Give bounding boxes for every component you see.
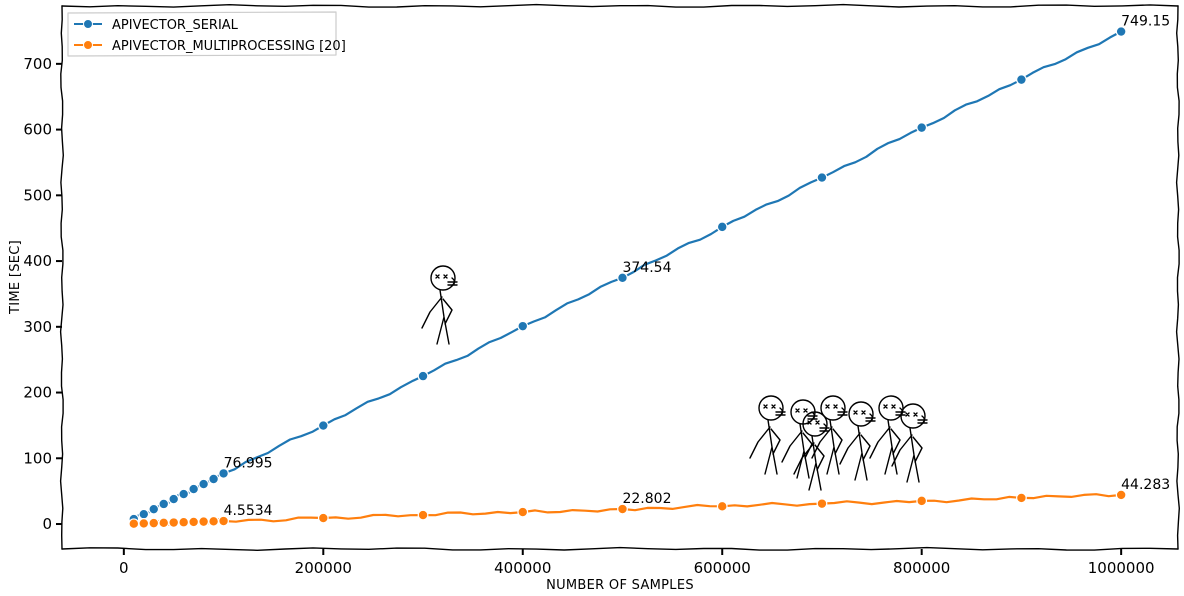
axis-ticks: 0 100 200 300 400 500 600 700 0 200000 400000 60000… — [23, 55, 1154, 577]
axes-frame — [59, 3, 1180, 551]
data-point — [417, 370, 429, 382]
stick-figure-crowd-illustration — [749, 395, 928, 491]
data-point — [716, 221, 728, 233]
data-point — [128, 518, 140, 530]
frame-bottom — [61, 546, 1179, 551]
data-point — [178, 516, 190, 528]
y-tick-label: 100 — [23, 449, 52, 467]
stick-figure — [793, 411, 830, 491]
data-point — [218, 515, 229, 527]
frame-right — [1175, 5, 1180, 550]
x-tick-label: 0 — [119, 559, 129, 577]
data-point — [916, 495, 928, 507]
data-point — [208, 473, 219, 485]
data-point — [198, 516, 210, 528]
x-tick-label: 1000000 — [1088, 559, 1155, 577]
y-tick-label: 200 — [23, 384, 52, 402]
data-point — [158, 498, 170, 510]
stick-figure — [749, 395, 786, 475]
y-axis-title: TIME [SEC] — [8, 240, 23, 315]
data-point — [178, 488, 190, 500]
data-label: 44.283 — [1121, 477, 1170, 493]
data-label: 749.15 — [1121, 14, 1170, 30]
data-point — [168, 493, 180, 505]
x-axis-title: NUMBER OF SAMPLES — [546, 578, 694, 593]
legend-label-multiprocessing: APIVECTOR_MULTIPROCESSING [20] — [112, 39, 346, 54]
data-point — [517, 320, 529, 332]
data-point — [138, 518, 150, 529]
x-tick-label: 400000 — [494, 559, 551, 577]
stick-figure — [869, 395, 906, 475]
y-tick-label: 300 — [23, 318, 52, 336]
data-label: 374.54 — [622, 260, 671, 276]
y-tick-label: 0 — [42, 515, 52, 533]
data-point — [617, 272, 628, 284]
y-tick-label: 600 — [23, 121, 52, 139]
data-point — [716, 500, 728, 512]
data-label: 76.995 — [224, 455, 273, 471]
data-point — [617, 503, 628, 515]
data-point — [208, 515, 219, 527]
data-point — [198, 478, 210, 490]
data-point — [218, 468, 229, 479]
y-tick-label: 400 — [23, 252, 52, 270]
y-tick-label: 700 — [23, 55, 52, 73]
legend-frame — [67, 11, 337, 57]
data-label: 22.802 — [622, 491, 671, 507]
legend-marker-multiprocessing — [83, 40, 93, 50]
stick-figure — [891, 403, 928, 483]
stick-figure-illustration — [421, 265, 458, 345]
stick-figure — [839, 401, 876, 481]
data-point — [158, 517, 170, 529]
legend-label-serial: APIVECTOR_SERIAL — [112, 18, 239, 33]
frame-left — [59, 5, 64, 550]
data-point — [148, 503, 160, 515]
data-point — [138, 508, 150, 520]
data-point — [1016, 74, 1027, 86]
data-point — [317, 420, 329, 431]
stick-figure — [811, 395, 848, 475]
data-point — [1115, 489, 1127, 501]
data-point — [417, 509, 429, 521]
y-tick-label: 500 — [23, 186, 52, 204]
data-point — [188, 483, 200, 495]
x-tick-label: 800000 — [893, 559, 950, 577]
data-point — [1115, 26, 1127, 37]
data-point — [188, 516, 200, 528]
data-point — [1016, 492, 1027, 504]
x-tick-label: 600000 — [694, 559, 751, 577]
x-tick-label: 200000 — [295, 559, 352, 577]
data-point — [148, 517, 160, 529]
data-point — [168, 517, 180, 528]
data-point — [816, 498, 828, 510]
data-point — [916, 122, 928, 134]
series-layer — [128, 26, 1127, 530]
legend: APIVECTOR_SERIAL APIVECTOR_MULTIPROCESSI… — [67, 11, 346, 57]
data-label: 4.5534 — [224, 503, 273, 519]
data-point — [517, 506, 529, 518]
frame-top — [61, 3, 1179, 8]
data-labels: 76.995 374.54 749.15 4.5534 22.802 44.283 — [224, 14, 1171, 519]
data-point — [816, 172, 828, 183]
legend-marker-serial — [83, 19, 93, 29]
data-point — [317, 512, 329, 524]
